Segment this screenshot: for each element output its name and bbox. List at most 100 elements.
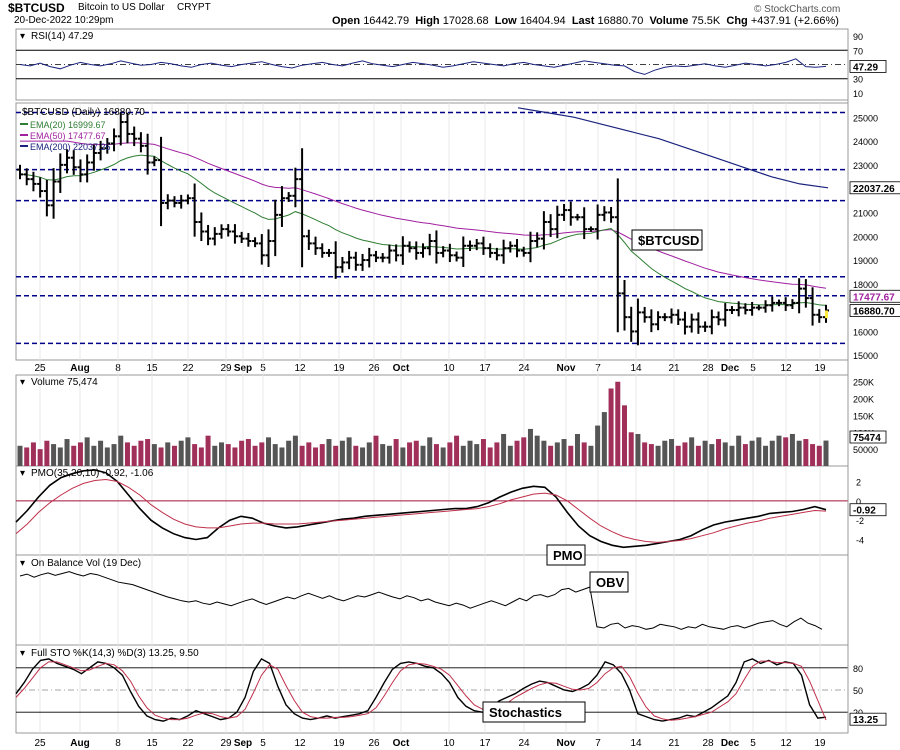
volume-bar <box>158 447 164 466</box>
volume-bar <box>682 442 688 466</box>
volume-bar <box>313 447 319 466</box>
volume-bar <box>266 437 272 466</box>
volume-bar <box>319 444 325 466</box>
volume-bar <box>353 445 359 466</box>
volume-bar <box>568 445 574 466</box>
price-annotation-box <box>631 229 703 251</box>
volume-value: 75.5K <box>691 15 721 27</box>
volume-bar <box>534 435 540 466</box>
low-value: 16404.94 <box>519 15 566 27</box>
pmo-title: PMO(35,20,10) -0.92, -1.06 <box>31 468 154 479</box>
open-value: 16442.79 <box>363 15 410 27</box>
last-price-label: 16880.70 <box>853 307 895 318</box>
sto-last-label: 13.25 <box>853 715 878 726</box>
volume-bar <box>286 440 292 466</box>
symbol: $BTCUSD <box>8 1 65 15</box>
menu-icon: ▾ <box>20 558 25 569</box>
price-tick-label: 20000 <box>853 232 878 242</box>
volume-bar <box>729 445 735 466</box>
volume-bar <box>373 435 379 466</box>
volume-bar <box>662 440 668 466</box>
price-tick-label: 21000 <box>853 208 878 218</box>
ema-legend: EMA(20) 16999.67 <box>30 120 106 130</box>
volume-bar <box>279 447 285 466</box>
volume-bar <box>272 444 278 466</box>
rsi-last-label-box <box>849 60 887 73</box>
volume-bar <box>44 440 50 466</box>
volume-bar <box>433 444 439 466</box>
x-tick-label: 21 <box>668 738 680 749</box>
x-tick-label: 12 <box>780 738 792 749</box>
volume-bar <box>561 439 567 466</box>
volume-bar <box>527 428 533 466</box>
volume-tick-label: 250K <box>853 378 874 388</box>
x-tick-label: 24 <box>518 738 530 749</box>
x-tick-label: Nov <box>557 738 576 749</box>
volume-label: Volume <box>649 15 689 27</box>
volume-bar <box>91 445 97 466</box>
x-tick-label: Aug <box>70 738 89 749</box>
volume-bar <box>292 435 298 466</box>
pmo-line <box>15 469 827 549</box>
volume-bar <box>386 445 392 466</box>
copyright: © StockCharts.com <box>754 4 841 15</box>
volume-last-label-box <box>849 430 887 444</box>
price-tick-label: 19000 <box>853 256 878 266</box>
volume-bar <box>722 442 728 466</box>
volume-bar <box>111 444 117 466</box>
volume-bar <box>346 437 352 466</box>
volume-bar <box>118 435 124 466</box>
x-tick-label: 15 <box>146 738 158 749</box>
volume-bar <box>648 444 654 466</box>
chg-label: Chg <box>726 15 748 27</box>
rsi-title: RSI(14) 47.29 <box>31 31 94 42</box>
volume-bar <box>306 442 312 466</box>
volume-bar <box>245 439 251 466</box>
volume-bar <box>581 442 587 466</box>
chart-date: 20-Dec-2022 10:29pm <box>14 15 114 26</box>
high-value: 17028.68 <box>442 15 489 27</box>
menu-icon: ▾ <box>20 648 25 659</box>
volume-bar <box>299 445 305 466</box>
pmo-annotation: PMO <box>553 548 583 563</box>
volume-bar <box>145 439 151 466</box>
pmo-tick-label: -2 <box>856 516 864 526</box>
ema50-line <box>20 140 827 289</box>
ema-legend: EMA(200) 22037.26 <box>30 142 111 152</box>
volume-bar <box>326 439 332 466</box>
price-tick-label: 23000 <box>853 161 878 171</box>
ema200-line <box>517 107 829 189</box>
obv-annotation-box <box>589 571 629 593</box>
volume-bar <box>259 442 265 466</box>
volume-bar <box>84 437 90 466</box>
volume-bar <box>225 444 231 466</box>
volume-bar <box>608 388 614 466</box>
x-tick-label: 25 <box>34 738 46 749</box>
volume-bar <box>232 447 238 466</box>
volume-bar <box>588 445 594 466</box>
low-label: Low <box>494 15 517 27</box>
volume-bar <box>185 437 191 466</box>
volume-bar <box>487 447 493 466</box>
rsi-last-label: 47.29 <box>853 62 878 73</box>
volume-bar <box>440 447 446 466</box>
volume-tick-label: 150K <box>853 411 874 421</box>
sto-k-line <box>15 657 827 722</box>
volume-bar <box>749 440 755 466</box>
volume-bar <box>742 444 748 466</box>
volume-bar <box>810 444 816 466</box>
x-tick-label: Sep <box>234 738 252 749</box>
volume-bar <box>709 444 715 466</box>
x-tick-label: 22 <box>182 738 194 749</box>
volume-bar <box>756 437 762 466</box>
volume-bar <box>57 447 63 466</box>
sto-title: Full STO %K(14,3) %D(3) 13.25, 9.50 <box>31 648 199 659</box>
volume-bar <box>467 440 473 466</box>
volume-bar <box>51 444 57 466</box>
volume-bar <box>447 442 453 466</box>
volume-bar <box>427 437 433 466</box>
volume-bar <box>30 442 36 466</box>
price-tick-label: 16000 <box>853 327 878 337</box>
volume-bar <box>151 444 157 466</box>
